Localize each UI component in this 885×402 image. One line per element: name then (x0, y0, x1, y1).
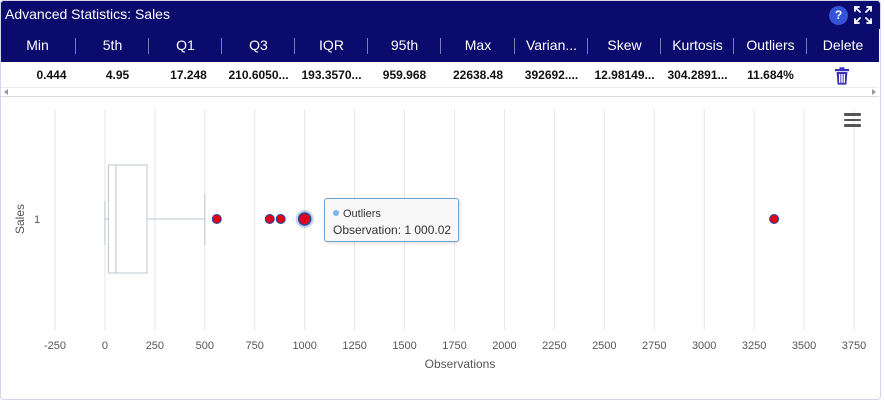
stat-q1-header[interactable]: Q1 (176, 37, 195, 53)
scroll-left-icon[interactable] (4, 89, 8, 95)
x-tick-label: 2000 (492, 340, 516, 352)
column-separator (294, 38, 295, 54)
stat-95th-header[interactable]: 95th (390, 37, 419, 53)
delete-button[interactable] (834, 67, 850, 89)
outlier-point-highlighted (297, 212, 312, 226)
x-tick-label: 1750 (442, 340, 466, 352)
stat-q3-header[interactable]: Q3 (249, 37, 268, 53)
divider (1, 96, 879, 97)
stat-outliers-header[interactable]: Outliers (746, 37, 795, 53)
x-axis-title: Observations (425, 357, 496, 371)
stat-min-header[interactable]: Min (26, 37, 49, 53)
column-separator (440, 38, 441, 54)
x-tick-label: 750 (246, 340, 264, 352)
stat-outliers-value: 11.684% (747, 68, 794, 82)
stats-table: Min 5th Q1 Q3 IQR 95th Max Varian... Skew Kurtosi… (1, 29, 879, 95)
delete-header: Delete (822, 37, 864, 53)
stat-skew-value: 12.98149... (594, 68, 655, 82)
tooltip-dot-icon (333, 210, 339, 216)
x-tick-label: 1500 (392, 340, 416, 352)
outlier-point (264, 214, 275, 224)
x-tick-label: 3750 (842, 340, 866, 352)
outlier-point (211, 214, 222, 224)
stat-q1-value: 17.248 (170, 68, 207, 82)
tooltip-series: Outliers (333, 208, 381, 220)
stats-value-row: 0.444 4.95 17.248 210.6050... 193.3570... 959… (1, 62, 879, 87)
hamburger-menu-icon[interactable] (844, 113, 862, 127)
outlier-point (275, 214, 286, 224)
stat-95th-value: 959.968 (382, 68, 427, 82)
question-circle-icon: ? (834, 8, 843, 22)
stat-varian-value: 392692.... (524, 68, 579, 82)
stat-q3-value: 210.6050... (228, 68, 289, 82)
column-separator (514, 38, 515, 54)
stat-kurtosis-header[interactable]: Kurtosis (672, 37, 723, 53)
tooltip-value: Observation: 1 000.02 (333, 223, 452, 237)
stat-iqr-value: 193.3570... (301, 68, 362, 82)
help-button[interactable]: ? (829, 6, 848, 25)
outlier-point (769, 214, 780, 224)
stat-max-value: 22638.48 (452, 68, 504, 82)
x-tick-label: 1000 (292, 340, 316, 352)
x-tick-label: 2750 (642, 340, 666, 352)
column-separator (733, 38, 734, 54)
stat-iqr-header[interactable]: IQR (319, 37, 344, 53)
horizontal-scrollbar[interactable] (1, 87, 879, 95)
x-tick-label: 0 (102, 340, 108, 352)
box-body (107, 164, 148, 274)
stat-skew-header[interactable]: Skew (607, 37, 642, 53)
y-axis-title: Sales (13, 204, 27, 234)
tooltip-series-label: Outliers (343, 208, 381, 220)
column-separator (587, 38, 588, 54)
chart-tooltip: Outliers Observation: 1 000.02 (324, 198, 459, 242)
column-separator (75, 38, 76, 54)
stat-varian-header[interactable]: Varian... (525, 37, 578, 53)
stat-5th-header[interactable]: 5th (102, 37, 123, 53)
x-tick-label: 500 (196, 340, 214, 352)
expand-icon[interactable] (854, 6, 872, 24)
x-tick-label: 1250 (342, 340, 366, 352)
column-separator (221, 38, 222, 54)
panel-title: Advanced Statistics: Sales (5, 6, 170, 22)
panel-titlebar: Advanced Statistics: Sales ? (0, 0, 880, 29)
boxplot-chart: -250 0 250 500 750 1000 1250 1500 1750 2000 2250 25… (13, 109, 866, 371)
x-tick-label: 2500 (592, 340, 616, 352)
stats-header-row: Min 5th Q1 Q3 IQR 95th Max Varian... Skew Kurtosi… (1, 29, 879, 62)
column-separator (367, 38, 368, 54)
stat-max-header[interactable]: Max (464, 37, 492, 53)
x-tick-label: -250 (44, 340, 66, 352)
column-separator (660, 38, 661, 54)
y-category-label: 1 (34, 214, 40, 226)
trash-icon (835, 67, 849, 85)
stat-min-value: 0.444 (36, 68, 67, 82)
x-tick-label: 2250 (542, 340, 566, 352)
column-separator (806, 38, 807, 54)
x-tick-label: 3000 (692, 340, 716, 352)
scroll-right-icon[interactable] (872, 89, 876, 95)
stat-5th-value: 4.95 (105, 68, 130, 82)
column-separator (148, 38, 149, 54)
x-tick-label: 3500 (792, 340, 816, 352)
stat-kurtosis-value: 304.2891... (667, 68, 728, 82)
x-tick-label: 250 (146, 340, 164, 352)
x-tick-label: 3250 (742, 340, 766, 352)
